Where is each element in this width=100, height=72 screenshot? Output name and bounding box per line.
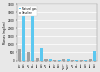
Legend: Natural gas, Gasoline: Natural gas, Gasoline bbox=[18, 6, 37, 16]
Bar bbox=[31, 11, 34, 60]
Bar bbox=[62, 59, 65, 60]
Bar bbox=[93, 51, 96, 60]
Bar bbox=[40, 48, 43, 60]
Bar bbox=[36, 58, 39, 60]
Bar bbox=[89, 59, 92, 60]
Y-axis label: Masses (mg/km): Masses (mg/km) bbox=[3, 21, 7, 44]
Bar bbox=[27, 52, 30, 60]
Bar bbox=[18, 49, 21, 60]
Bar bbox=[66, 59, 70, 60]
Bar bbox=[49, 59, 52, 60]
Bar bbox=[44, 59, 48, 60]
Bar bbox=[22, 12, 26, 60]
